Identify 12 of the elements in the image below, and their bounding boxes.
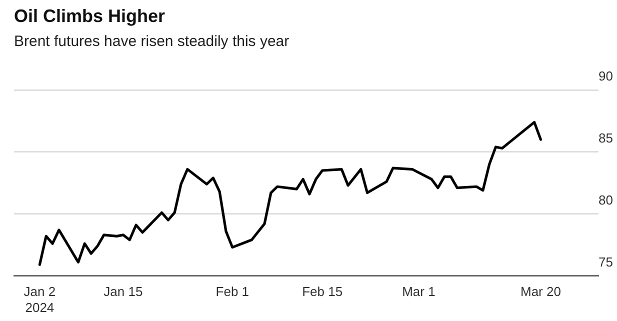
y-tick-label: 85 <box>598 130 614 146</box>
x-tick-label: Feb 15 <box>302 284 343 300</box>
y-tick-label: 75 <box>598 254 614 270</box>
x-tick-label: Feb 1 <box>216 284 250 300</box>
y-tick-label: 80 <box>598 192 614 208</box>
y-tick-label: 90 <box>598 68 614 84</box>
x-tick-label: Mar 20 <box>520 284 561 300</box>
chart-subtitle: Brent futures have risen steadily this year <box>14 33 290 50</box>
x-tick-label: Jan 15 <box>104 284 143 300</box>
chart-title: Oil Climbs Higher <box>14 6 166 27</box>
x-tick-label: Mar 1 <box>402 284 436 300</box>
x-tick-label: Jan 2 2024 <box>24 284 56 315</box>
